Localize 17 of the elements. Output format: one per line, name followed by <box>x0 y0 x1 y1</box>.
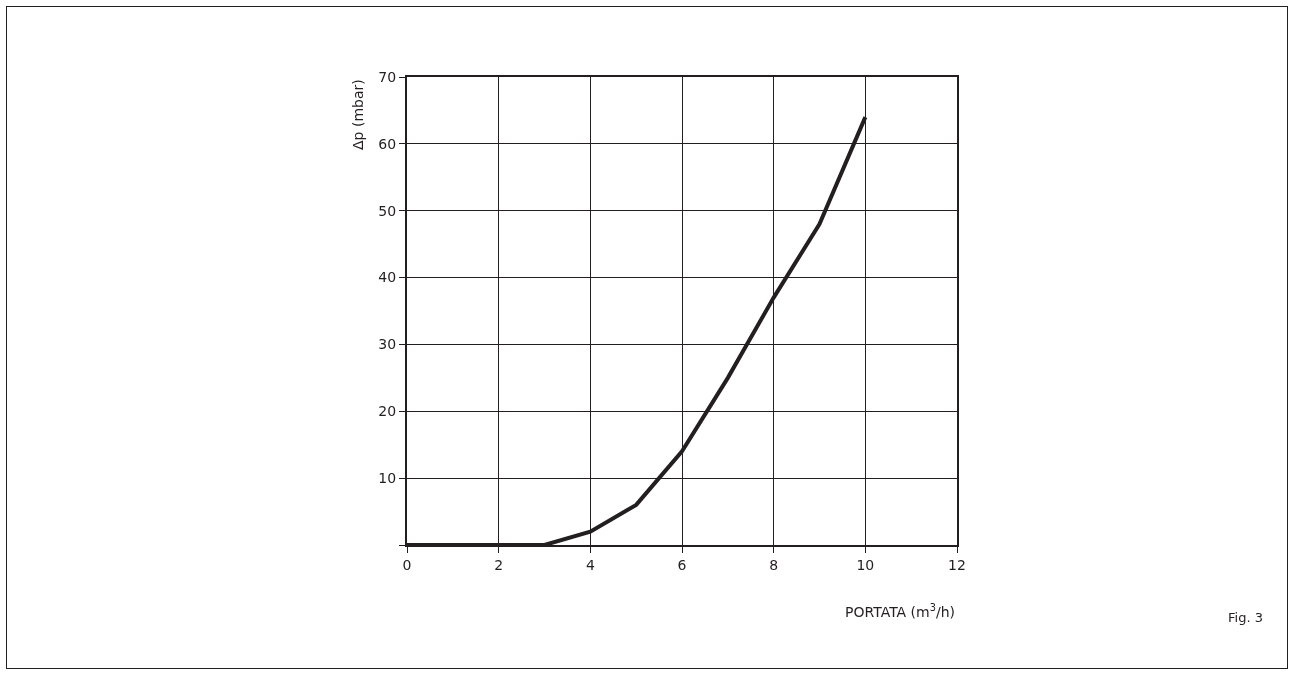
y-axis-title: Δp (mbar) <box>350 79 366 150</box>
x-tick-label: 10 <box>856 556 875 573</box>
x-tick-label: 6 <box>677 556 687 573</box>
y-tick-label: 40 <box>378 269 397 286</box>
y-tick-label: 30 <box>378 336 397 353</box>
y-tick-label: 60 <box>378 135 397 152</box>
y-tick-label: 10 <box>378 470 397 487</box>
y-tick-label: 20 <box>378 403 397 420</box>
x-tick-label: 4 <box>585 556 595 573</box>
caption: Fig. 3 <box>1228 610 1263 625</box>
y-tick-label: 70 <box>378 68 397 85</box>
x-tick-label: 0 <box>402 556 412 573</box>
x-axis-title: PORTATA (m$^{3}$/h) <box>845 602 956 620</box>
x-tick-label: 12 <box>948 556 966 573</box>
y-tick-label: 50 <box>378 202 397 219</box>
x-tick-label: 8 <box>769 556 779 573</box>
x-tick-label: 2 <box>494 556 504 573</box>
